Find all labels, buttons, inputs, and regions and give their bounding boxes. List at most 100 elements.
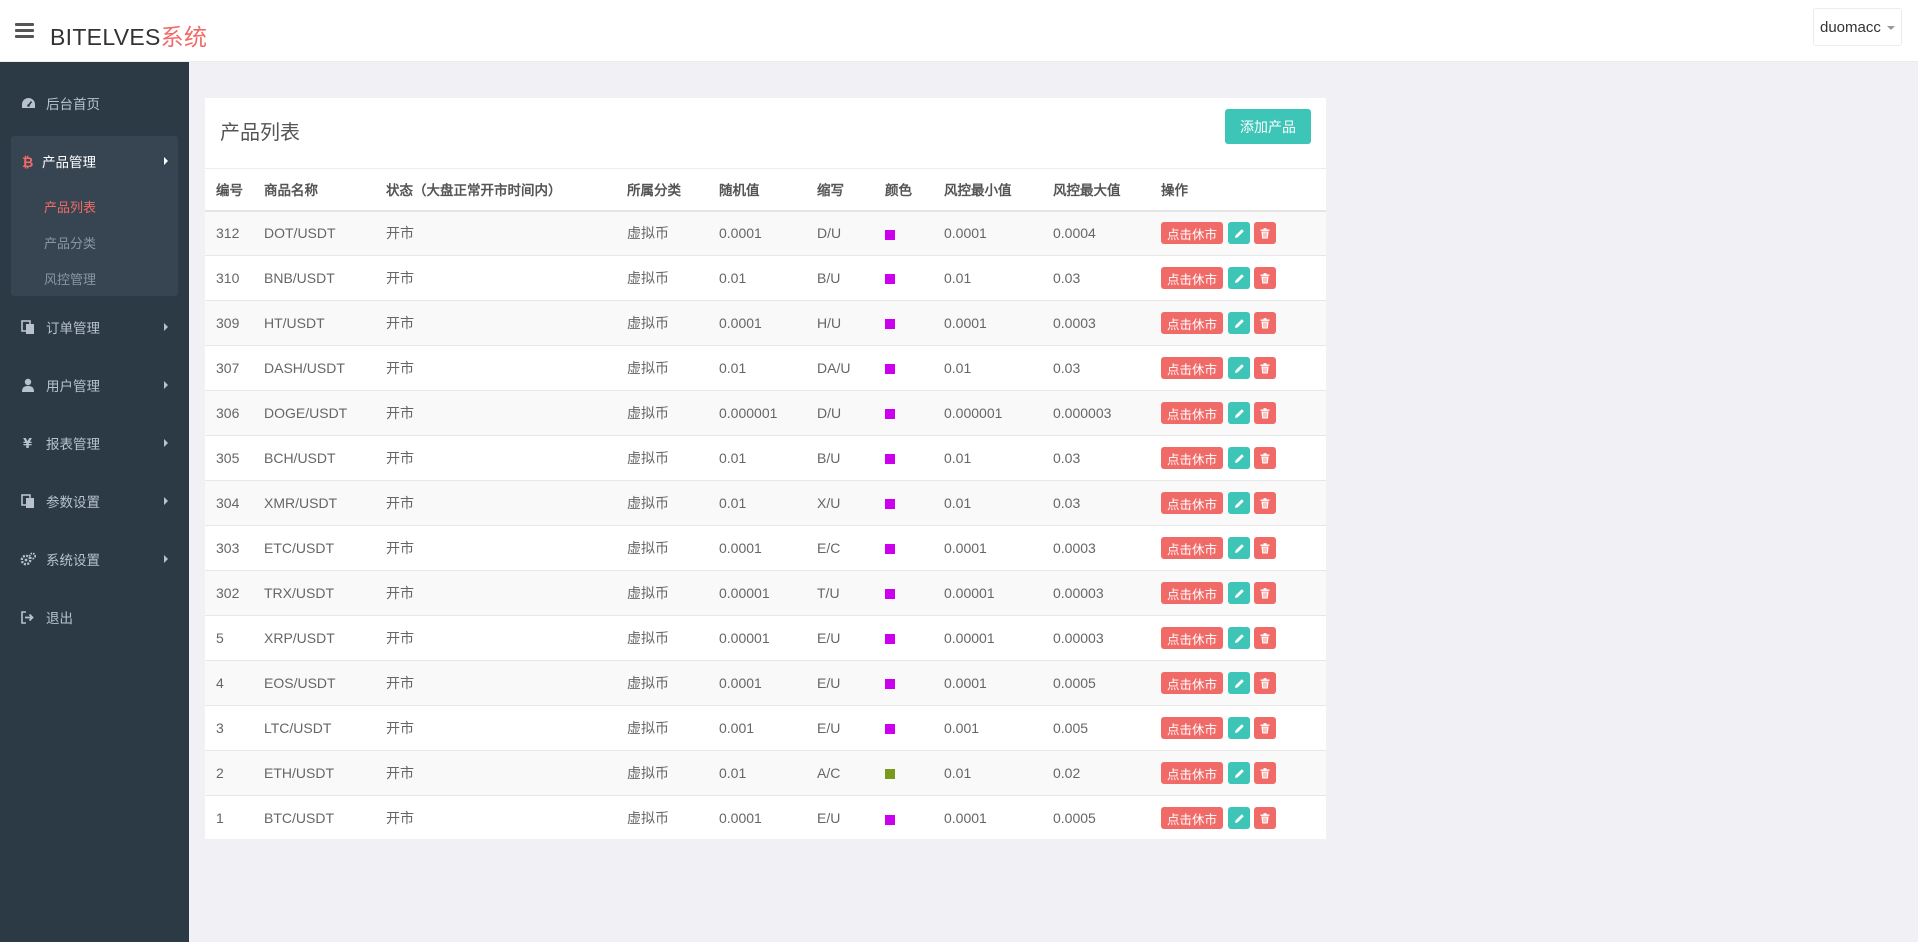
chevron-right-icon: [164, 497, 168, 505]
cell-category: 虚拟币: [627, 525, 719, 571]
edit-button[interactable]: [1228, 402, 1251, 424]
cell-name: HT/USDT: [264, 300, 386, 346]
cell-category: 虚拟币: [627, 300, 719, 346]
edit-button[interactable]: [1228, 357, 1251, 379]
close-market-button[interactable]: 点击休市: [1161, 762, 1224, 784]
edit-button[interactable]: [1228, 222, 1251, 245]
sidebar-item-products[interactable]: ₿ 产品管理: [11, 136, 178, 186]
edit-button[interactable]: [1228, 762, 1251, 784]
sidebar-subitem-risk-control[interactable]: 风控管理: [44, 272, 97, 287]
sidebar-subitem-product-list[interactable]: 产品列表: [44, 200, 97, 215]
pencil-icon: [1234, 723, 1244, 733]
col-header-color: 颜色: [885, 168, 944, 212]
pencil-icon: [1234, 543, 1244, 553]
menu-toggle-icon[interactable]: [15, 23, 34, 38]
cell-status: 开市: [386, 795, 627, 841]
cell-status: 开市: [386, 255, 627, 301]
color-swatch: [885, 634, 895, 645]
delete-button[interactable]: [1254, 492, 1277, 514]
cell-random: 0.000001: [719, 390, 817, 436]
sidebar-item-orders[interactable]: 订单管理: [0, 307, 189, 347]
product-table: 编号 商品名称 状态（大盘正常开市时间内） 所属分类 随机值 缩写 颜色 风控最…: [205, 168, 1326, 841]
sidebar-item-dashboard[interactable]: 后台首页: [0, 83, 189, 123]
edit-button[interactable]: [1228, 807, 1251, 830]
edit-button[interactable]: [1228, 447, 1251, 469]
edit-button[interactable]: [1228, 537, 1251, 559]
delete-button[interactable]: [1254, 447, 1277, 469]
close-market-button[interactable]: 点击休市: [1161, 267, 1224, 289]
col-header-status: 状态（大盘正常开市时间内）: [386, 168, 627, 212]
cell-status: 开市: [386, 345, 627, 391]
sidebar: 后台首页 ₿ 产品管理 产品列表 产品分类 风控管理 订单管理 用户管理 ¥ 报…: [0, 62, 189, 942]
pencil-icon: [1234, 633, 1244, 643]
close-market-button[interactable]: 点击休市: [1161, 627, 1224, 649]
page-title: 产品列表: [220, 122, 300, 144]
add-product-button[interactable]: 添加产品: [1225, 109, 1311, 144]
delete-button[interactable]: [1254, 672, 1277, 694]
delete-button[interactable]: [1254, 582, 1277, 604]
sidebar-item-system[interactable]: 系统设置: [0, 539, 189, 579]
close-market-button[interactable]: 点击休市: [1161, 672, 1224, 694]
cell-category: 虚拟币: [627, 660, 719, 706]
edit-button[interactable]: [1228, 627, 1251, 649]
cell-min: 0.0001: [944, 210, 1053, 256]
delete-button[interactable]: [1254, 402, 1277, 424]
color-swatch: [885, 274, 895, 285]
sidebar-item-reports[interactable]: ¥ 报表管理: [0, 423, 189, 463]
edit-button[interactable]: [1228, 672, 1251, 694]
cell-color: [885, 345, 944, 391]
close-market-button[interactable]: 点击休市: [1161, 537, 1224, 559]
cell-color: [885, 390, 944, 436]
sidebar-item-parameters[interactable]: 参数设置: [0, 481, 189, 521]
close-market-button[interactable]: 点击休市: [1161, 717, 1224, 739]
sidebar-subitem-product-category[interactable]: 产品分类: [44, 236, 97, 251]
delete-button[interactable]: [1254, 717, 1277, 739]
cell-color: [885, 615, 944, 661]
close-market-button[interactable]: 点击休市: [1161, 807, 1224, 830]
delete-button[interactable]: [1254, 762, 1277, 784]
close-market-button[interactable]: 点击休市: [1161, 492, 1224, 514]
cell-status: 开市: [386, 435, 627, 481]
edit-button[interactable]: [1228, 717, 1251, 739]
edit-button[interactable]: [1228, 267, 1251, 289]
edit-button[interactable]: [1228, 582, 1251, 604]
delete-button[interactable]: [1254, 807, 1277, 830]
edit-button[interactable]: [1228, 492, 1251, 514]
sidebar-group-products: ₿ 产品管理 产品列表 产品分类 风控管理: [11, 136, 178, 296]
delete-button[interactable]: [1254, 222, 1277, 245]
cell-category: 虚拟币: [627, 435, 719, 481]
cell-name: TRX/USDT: [264, 570, 386, 616]
cell-max: 0.005: [1053, 705, 1161, 751]
cell-color: [885, 705, 944, 751]
cell-max: 0.00003: [1053, 570, 1161, 616]
table-row: 304 XMR/USDT 开市 虚拟币 0.01 X/U 0.01 0.03 点…: [205, 480, 1326, 526]
close-market-button[interactable]: 点击休市: [1161, 312, 1224, 334]
cell-category: 虚拟币: [627, 480, 719, 526]
close-market-button[interactable]: 点击休市: [1161, 447, 1224, 469]
edit-button[interactable]: [1228, 312, 1251, 334]
delete-button[interactable]: [1254, 267, 1277, 289]
cell-abbr: DA/U: [817, 345, 885, 391]
sidebar-item-logout[interactable]: 退出: [0, 597, 189, 637]
sign-out-icon: [20, 609, 36, 625]
col-header-min: 风控最小值: [944, 168, 1053, 212]
cell-color: [885, 480, 944, 526]
table-row: 306 DOGE/USDT 开市 虚拟币 0.000001 D/U 0.0000…: [205, 390, 1326, 436]
cell-random: 0.01: [719, 435, 817, 481]
delete-button[interactable]: [1254, 537, 1277, 559]
close-market-button[interactable]: 点击休市: [1161, 402, 1224, 424]
color-swatch: [885, 679, 895, 690]
cell-status: 开市: [386, 705, 627, 751]
close-market-button[interactable]: 点击休市: [1161, 357, 1224, 379]
delete-button[interactable]: [1254, 357, 1277, 379]
cell-max: 0.03: [1053, 435, 1161, 481]
cell-id: 310: [205, 255, 264, 301]
close-market-button[interactable]: 点击休市: [1161, 222, 1224, 245]
sidebar-item-users[interactable]: 用户管理: [0, 365, 189, 405]
delete-button[interactable]: [1254, 312, 1277, 334]
cell-actions: 点击休市: [1161, 525, 1326, 571]
close-market-button[interactable]: 点击休市: [1161, 582, 1224, 604]
delete-button[interactable]: [1254, 627, 1277, 649]
trash-icon: [1260, 632, 1270, 643]
user-menu[interactable]: duomacc: [1813, 8, 1902, 46]
